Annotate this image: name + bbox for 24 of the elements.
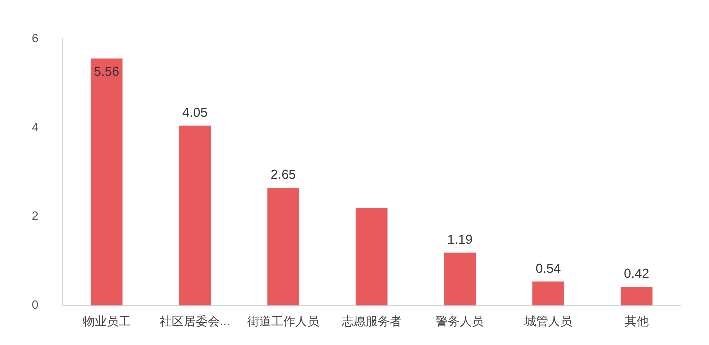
y-tick-label: 4 (32, 120, 39, 134)
x-tick-label: 街道工作人员 (248, 314, 320, 328)
data-label: 5.56 (94, 64, 120, 79)
bar (268, 188, 300, 306)
x-tick-label: 城管人员 (524, 314, 572, 328)
x-tick-label: 其他 (624, 314, 649, 328)
data-label: 4.05 (182, 104, 208, 120)
y-tick-label: 0 (32, 298, 39, 312)
bar (620, 287, 653, 306)
y-tick-label: 2 (32, 209, 39, 224)
x-tick-label: 志愿服务者 (342, 314, 402, 328)
x-tick-label: 社区居委会... (160, 314, 230, 328)
data-label: 0.42 (624, 266, 650, 282)
y-tick-label: 6 (32, 32, 39, 46)
bar (179, 126, 212, 306)
x-tick-label: 物业员工 (82, 314, 131, 328)
data-label: 1.19 (448, 232, 473, 247)
bar (444, 252, 476, 306)
bar (90, 58, 123, 306)
bar (532, 282, 564, 306)
data-label: 0.54 (536, 260, 562, 276)
bar (356, 208, 388, 306)
x-tick-label: 警务人员 (436, 314, 484, 328)
data-label: 2.65 (270, 167, 296, 182)
